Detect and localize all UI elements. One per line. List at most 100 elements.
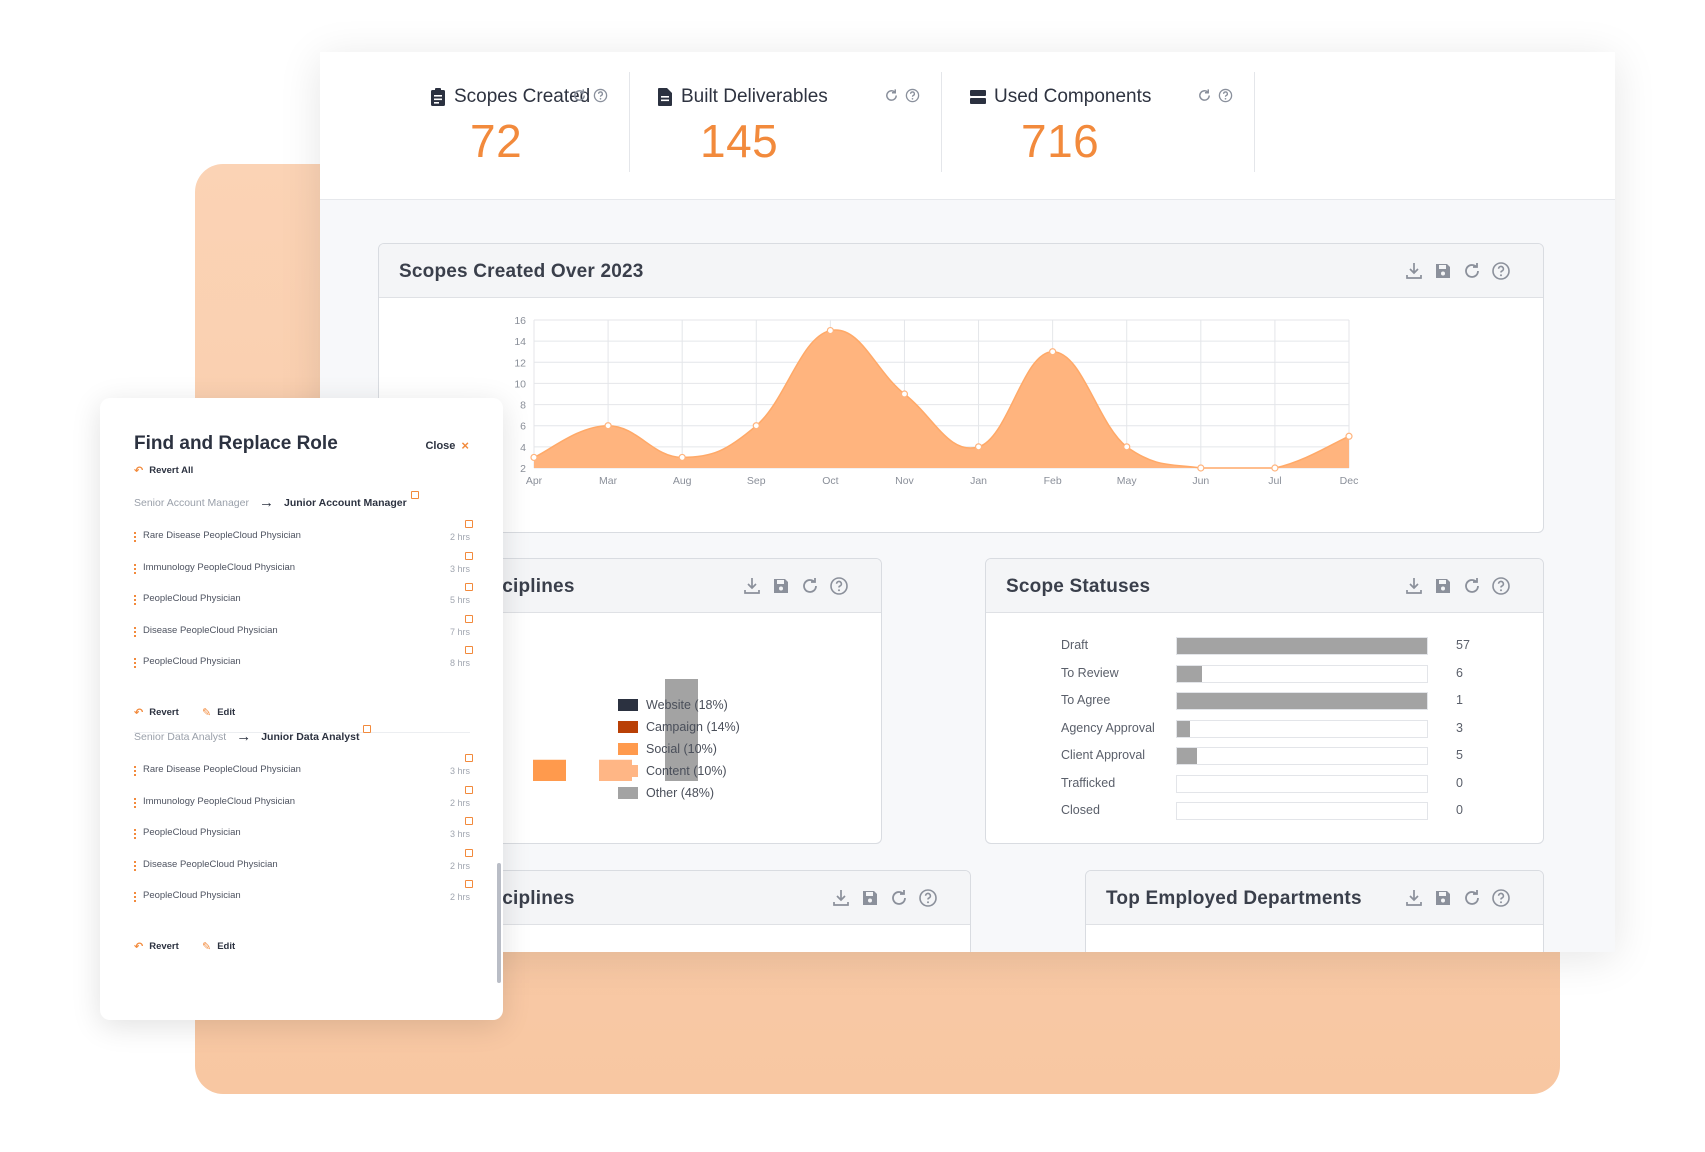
data-point[interactable] <box>530 453 538 462</box>
comment-icon[interactable] <box>465 817 473 825</box>
drag-handle-icon[interactable] <box>134 626 136 637</box>
role-mapping[interactable]: Senior Account Manager → Junior Account Ma… <box>134 490 425 511</box>
drag-handle-icon[interactable] <box>134 658 136 668</box>
download-icon[interactable] <box>1404 576 1424 596</box>
legend-item[interactable]: Social (10%) <box>618 738 740 760</box>
legend-item[interactable]: Campaign (14%) <box>618 716 740 738</box>
comment-icon[interactable] <box>410 490 419 499</box>
refresh-icon[interactable] <box>572 88 587 103</box>
comment-icon[interactable] <box>363 724 372 733</box>
close-button[interactable]: Close × <box>425 438 469 453</box>
help-icon[interactable] <box>905 88 920 103</box>
drag-handle-icon[interactable] <box>134 797 136 808</box>
download-icon[interactable] <box>1404 888 1424 908</box>
comment-icon[interactable] <box>465 646 473 654</box>
list-item[interactable]: Disease PeopleCloud Physician 2 hrs <box>134 848 473 877</box>
refresh-icon[interactable] <box>800 576 820 596</box>
revert-button[interactable]: ↶ Revert <box>134 940 179 953</box>
role-mapping[interactable]: Senior Data Analyst → Junior Data Analyst <box>134 724 377 745</box>
save-icon[interactable] <box>1433 576 1453 596</box>
status-bar[interactable] <box>1177 748 1197 764</box>
drag-handle-icon[interactable] <box>134 595 136 605</box>
list-item[interactable]: Rare Disease PeopleCloud Physician 2 hrs <box>134 520 473 548</box>
comment-icon[interactable] <box>465 520 473 528</box>
role-to: Junior Data Analyst <box>261 730 360 743</box>
data-point[interactable] <box>1345 432 1353 440</box>
drag-handle-icon[interactable] <box>134 860 136 871</box>
comment-icon[interactable] <box>465 551 473 560</box>
x-tick-label: Apr <box>526 475 543 487</box>
list-item[interactable]: PeopleCloud Physician 3 hrs <box>134 817 473 845</box>
refresh-icon[interactable] <box>1462 576 1482 596</box>
status-bar[interactable] <box>1177 665 1202 682</box>
help-icon[interactable] <box>829 576 849 596</box>
data-point[interactable] <box>1123 443 1131 451</box>
status-value: 5 <box>1456 748 1463 762</box>
status-bar[interactable] <box>1177 720 1190 737</box>
data-point[interactable] <box>826 326 834 335</box>
data-point[interactable] <box>974 443 983 451</box>
list-item[interactable]: Disease PeopleCloud Physician 7 hrs <box>134 614 473 643</box>
data-point[interactable] <box>1049 348 1057 356</box>
download-icon[interactable] <box>831 888 851 908</box>
scrollbar[interactable] <box>497 863 501 983</box>
help-icon[interactable] <box>1491 888 1511 908</box>
refresh-icon[interactable] <box>884 88 899 103</box>
help-icon[interactable] <box>918 888 938 908</box>
legend-item[interactable]: Website (18%) <box>618 694 740 716</box>
refresh-icon[interactable] <box>1197 88 1212 103</box>
legend-label: Content (10%) <box>646 764 727 778</box>
revert-button[interactable]: ↶ Revert <box>134 706 179 719</box>
panel-title: Scope Statuses <box>1006 576 1151 597</box>
data-point[interactable] <box>752 422 760 430</box>
edit-button[interactable]: ✎ Edit <box>202 940 235 953</box>
comment-icon[interactable] <box>465 614 473 623</box>
data-point[interactable] <box>900 390 909 398</box>
list-item[interactable]: PeopleCloud Physician 8 hrs <box>134 646 473 674</box>
help-icon[interactable] <box>1491 576 1511 596</box>
list-item[interactable]: Rare Disease PeopleCloud Physician 3 hrs <box>134 754 473 782</box>
data-point[interactable] <box>1271 464 1279 472</box>
drag-handle-icon[interactable] <box>134 892 136 902</box>
legend-item[interactable]: Content (10%) <box>618 760 740 782</box>
list-item[interactable]: Immunology PeopleCloud Physician 2 hrs <box>134 785 473 814</box>
edit-label: Edit <box>217 941 236 952</box>
drag-handle-icon[interactable] <box>134 532 136 542</box>
status-bar[interactable] <box>1177 693 1427 709</box>
edit-button[interactable]: ✎ Edit <box>202 706 235 719</box>
status-value: 57 <box>1456 638 1470 652</box>
save-icon[interactable] <box>860 888 880 908</box>
revert-all-button[interactable]: ↶ Revert All <box>134 464 193 477</box>
legend-item[interactable]: Other (48%) <box>618 782 740 804</box>
help-icon[interactable] <box>1491 261 1511 281</box>
help-icon[interactable] <box>1218 88 1233 103</box>
comment-icon[interactable] <box>465 754 473 762</box>
list-item[interactable]: PeopleCloud Physician 2 hrs <box>134 880 473 908</box>
legend-label: Website (18%) <box>646 698 728 712</box>
comment-icon[interactable] <box>465 880 473 888</box>
divider <box>629 72 630 172</box>
data-point[interactable] <box>678 453 686 462</box>
refresh-icon[interactable] <box>1462 261 1482 281</box>
drag-handle-icon[interactable] <box>134 829 136 839</box>
refresh-icon[interactable] <box>889 888 909 908</box>
save-icon[interactable] <box>771 576 791 596</box>
drag-handle-icon[interactable] <box>134 563 136 574</box>
data-point[interactable] <box>1197 464 1205 472</box>
list-item[interactable]: Immunology PeopleCloud Physician 3 hrs <box>134 551 473 580</box>
refresh-icon[interactable] <box>1462 888 1482 908</box>
save-icon[interactable] <box>1433 261 1453 281</box>
drag-handle-icon[interactable] <box>134 766 136 776</box>
save-icon[interactable] <box>1433 888 1453 908</box>
download-icon[interactable] <box>1404 261 1424 281</box>
data-point[interactable] <box>604 422 612 430</box>
comment-icon[interactable] <box>465 785 473 794</box>
list-item[interactable]: PeopleCloud Physician 5 hrs <box>134 583 473 611</box>
bar[interactable] <box>533 759 566 781</box>
download-icon[interactable] <box>742 576 762 596</box>
bar[interactable] <box>665 679 698 781</box>
comment-icon[interactable] <box>465 583 473 591</box>
help-icon[interactable] <box>593 88 608 103</box>
status-bar[interactable] <box>1177 638 1427 654</box>
comment-icon[interactable] <box>465 848 473 857</box>
